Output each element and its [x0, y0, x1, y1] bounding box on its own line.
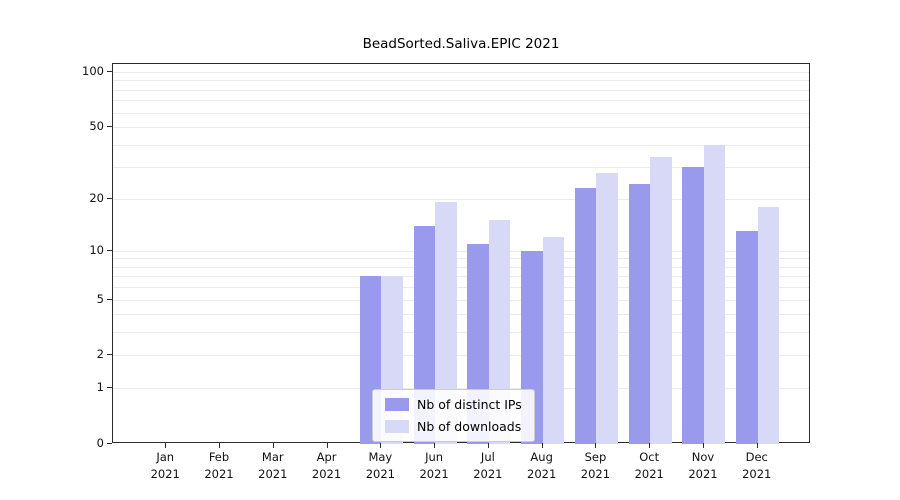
gridline: [113, 287, 809, 289]
gridline: [113, 355, 809, 357]
y-tick-mark: [107, 126, 112, 127]
bar-downloads-aug: [542, 237, 565, 444]
gridline: [113, 100, 809, 102]
x-tick-mark: [541, 443, 543, 448]
gridline: [113, 89, 809, 91]
y-tick-label: 1: [96, 380, 104, 395]
x-tick-label: Mar 2021: [258, 450, 288, 481]
y-tick-mark: [107, 249, 112, 251]
y-tick-mark: [107, 70, 112, 72]
x-tick-label: Jan 2021: [150, 450, 180, 481]
gridline: [113, 332, 809, 334]
x-tick-mark: [380, 443, 382, 448]
legend-swatch-distinct-ips: [385, 398, 409, 411]
x-tick-label: Dec 2021: [742, 450, 772, 481]
y-tick-mark: [107, 197, 112, 199]
bar-distinct-ips-nov: [682, 167, 704, 444]
chart-title: BeadSorted.Saliva.EPIC 2021: [362, 36, 560, 52]
gridline: [113, 314, 809, 316]
x-tick-label: Sep 2021: [580, 450, 611, 481]
x-tick-label: Oct 2021: [634, 450, 664, 481]
x-tick-mark: [434, 443, 436, 448]
x-tick-mark: [219, 443, 220, 448]
y-tick-label: 10: [89, 242, 104, 257]
gridline: [113, 266, 809, 268]
legend: Nb of distinct IPs Nb of downloads: [372, 389, 535, 442]
gridline: [113, 71, 809, 73]
bar-downloads-oct: [650, 157, 672, 444]
bar-downloads-sep: [596, 172, 618, 444]
y-tick-label: 5: [96, 291, 104, 306]
x-tick-mark: [649, 443, 651, 448]
legend-label-distinct-ips: Nb of distinct IPs: [417, 397, 522, 412]
legend-item-distinct-ips: Nb of distinct IPs: [385, 397, 522, 412]
x-tick-mark: [756, 443, 758, 448]
x-tick-label: Apr 2021: [311, 450, 342, 481]
gridline: [113, 80, 809, 82]
bar-downloads-jul: [488, 220, 511, 444]
legend-item-downloads: Nb of downloads: [385, 419, 522, 434]
x-tick-mark: [595, 443, 597, 448]
gridline: [113, 276, 809, 278]
bar-downloads-nov: [703, 144, 726, 444]
x-tick-label: Nov 2021: [688, 450, 718, 481]
x-tick-label: May 2021: [365, 450, 395, 481]
x-tick-mark: [326, 443, 328, 448]
gridline: [113, 127, 809, 128]
gridline: [113, 167, 809, 169]
bar-downloads-dec: [757, 206, 780, 444]
x-tick-mark: [487, 443, 489, 448]
gridline: [113, 299, 809, 301]
x-tick-label: Feb 2021: [204, 450, 234, 481]
x-tick-label: Jun 2021: [419, 450, 449, 481]
x-tick-mark: [165, 443, 167, 448]
gridline: [113, 250, 809, 252]
gridline: [113, 388, 809, 390]
x-tick-mark: [702, 443, 704, 448]
y-tick-label: 20: [89, 190, 104, 205]
y-tick-mark: [107, 298, 112, 300]
y-tick-label: 0: [96, 436, 104, 450]
gridline: [113, 112, 809, 114]
y-tick-mark: [107, 387, 112, 389]
gridline: [113, 198, 809, 200]
x-tick-mark: [272, 443, 274, 448]
gridline: [113, 258, 809, 260]
bar-downloads-jun: [435, 202, 457, 444]
x-tick-label: Aug 2021: [527, 450, 557, 481]
x-tick-label: Jul 2021: [473, 450, 503, 481]
y-tick-label: 2: [96, 347, 104, 362]
bar-distinct-ips-sep: [574, 187, 597, 444]
legend-swatch-downloads: [385, 420, 409, 433]
y-tick-label: 50: [89, 119, 104, 133]
gridline: [113, 144, 809, 146]
bar-distinct-ips-oct: [628, 184, 651, 444]
y-tick-mark: [107, 443, 112, 444]
plot-area: [112, 63, 810, 444]
y-tick-mark: [107, 354, 112, 356]
bar-distinct-ips-dec: [736, 231, 758, 444]
y-tick-label: 100: [82, 63, 104, 78]
legend-label-downloads: Nb of downloads: [417, 419, 522, 434]
